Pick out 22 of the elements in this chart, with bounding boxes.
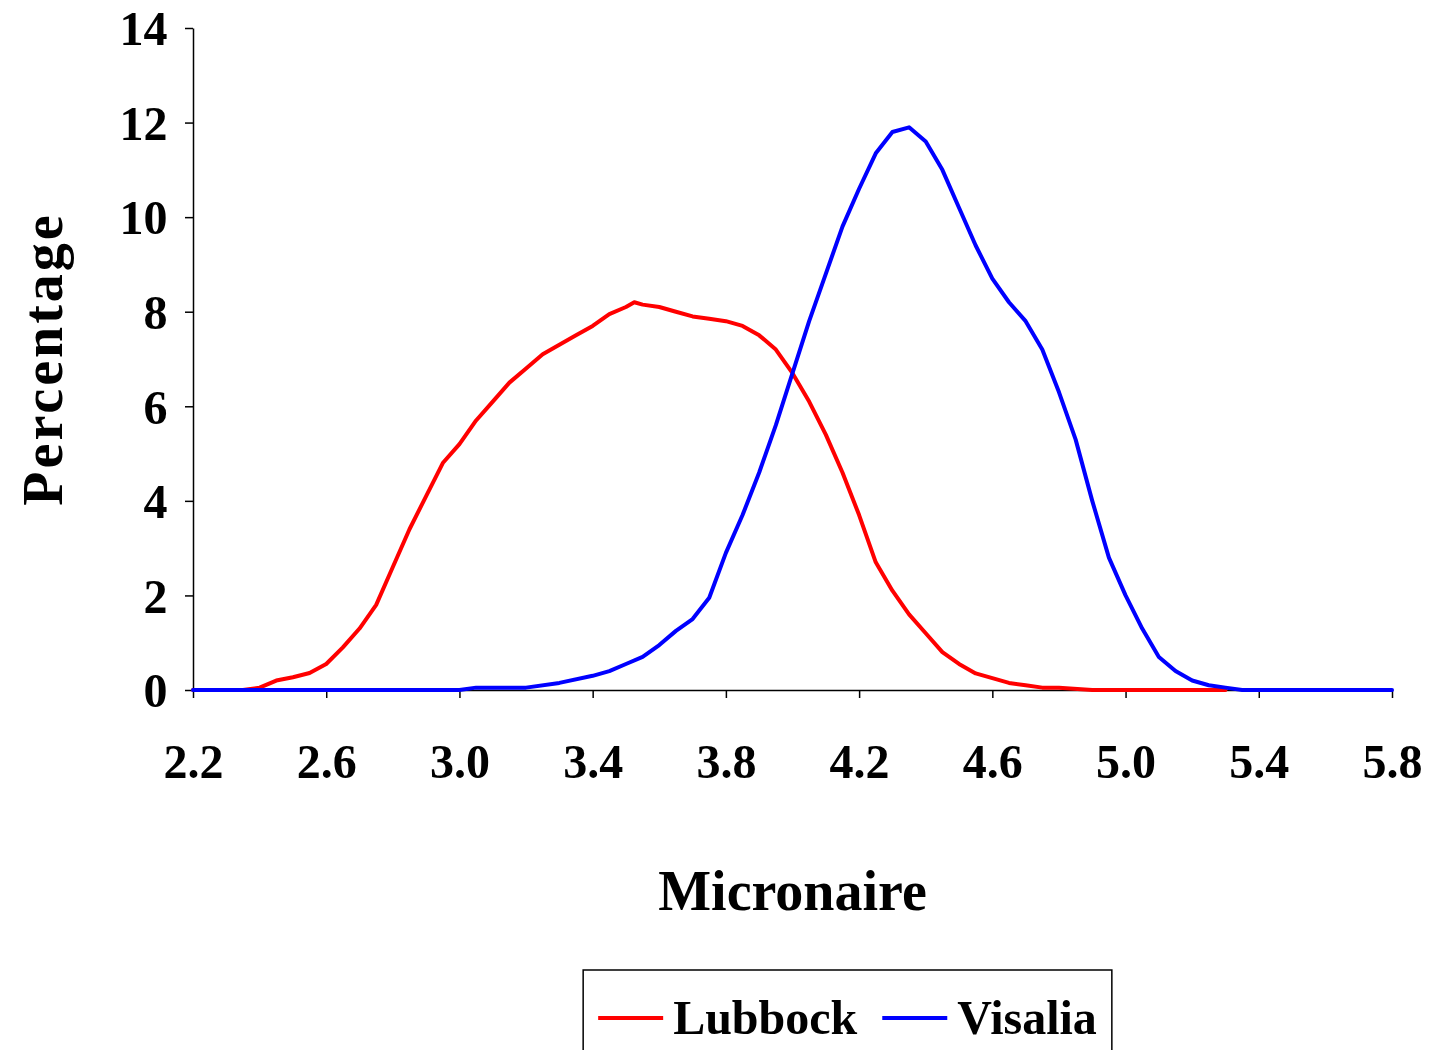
x-tick-label: 5.0 [1096,734,1157,788]
y-axis-title: Percentage [12,212,74,506]
y-tick-label: 8 [143,286,168,340]
x-tick-label: 4.2 [829,734,890,788]
y-tick-label: 14 [119,2,168,56]
x-tick-label: 3.0 [429,734,490,788]
y-tick-label: 2 [143,569,168,623]
x-tick-label: 3.8 [696,734,757,788]
x-tick-label: 5.4 [1229,734,1290,788]
y-tick-label: 12 [119,96,168,150]
x-tick-label: 2.6 [296,734,357,788]
legend-label: Visalia [957,991,1097,1044]
legend-label: Lubbock [673,991,858,1044]
y-tick-label: 6 [143,380,168,434]
x-tick-label: 5.8 [1362,734,1423,788]
y-tick-label: 4 [143,475,168,529]
x-tick-label: 2.2 [163,734,224,788]
y-tick-label: 10 [119,191,168,245]
x-tick-label: 3.4 [563,734,624,788]
x-axis-title: Micronaire [658,860,927,922]
y-tick-label: 0 [143,664,168,718]
x-tick-label: 4.6 [962,734,1023,788]
